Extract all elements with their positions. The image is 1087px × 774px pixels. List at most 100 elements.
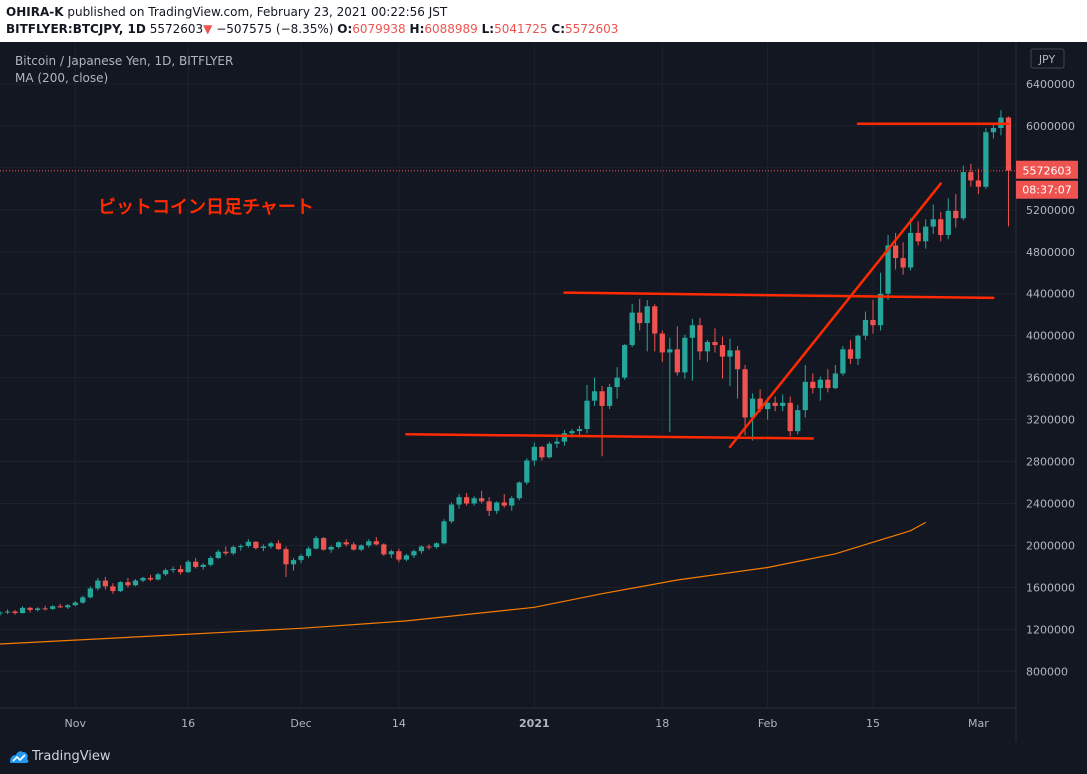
trend-line — [563, 291, 995, 300]
candle-up — [569, 431, 575, 434]
candle-down — [147, 577, 154, 580]
candle-up — [840, 349, 846, 374]
candle-up — [358, 545, 364, 550]
time-tick-label: 15 — [866, 717, 880, 730]
trend-line — [405, 433, 815, 440]
candle-down — [938, 219, 944, 235]
symbol-label: BITFLYER:BTCJPY, 1D — [6, 22, 146, 36]
candle-up — [561, 433, 568, 442]
candle-down — [27, 607, 33, 610]
price-tick-label: 6400000 — [1026, 78, 1075, 91]
candle-up — [388, 551, 394, 555]
candle-down — [223, 551, 229, 554]
candle-up — [170, 569, 176, 571]
down-arrow-icon: ▼ — [203, 22, 213, 36]
candle-down — [479, 498, 485, 502]
candle-up — [328, 547, 334, 550]
currency-label: JPY — [1038, 53, 1056, 66]
candle-up — [132, 580, 139, 586]
low-value: 5041725 — [494, 22, 548, 36]
currency-badge[interactable] — [1030, 48, 1065, 69]
candle-down — [1005, 117, 1012, 171]
candle-up — [930, 219, 936, 227]
price-tick-label: 1600000 — [1026, 581, 1075, 594]
candle-up — [727, 350, 733, 357]
footer-brand[interactable]: TradingView — [32, 749, 111, 764]
trendline-drawings[interactable] — [405, 122, 1010, 449]
candle-down — [351, 544, 357, 550]
high-value: 6088989 — [424, 22, 478, 36]
price-axis[interactable]: 800000 1200000 1600000 2000000 2400000 280000… — [1026, 78, 1075, 678]
legend-indicator[interactable]: MA (200, close) — [15, 71, 108, 85]
candle-up — [960, 172, 966, 219]
publisher-name: OHIRA-K — [6, 5, 64, 19]
candle-up — [584, 400, 590, 430]
price-tick-label: 4400000 — [1026, 288, 1075, 301]
candle-up — [80, 597, 86, 603]
candle-up — [682, 337, 688, 373]
candle-up — [305, 548, 312, 556]
candle-up — [990, 128, 997, 133]
candle-down — [42, 608, 48, 610]
candle-down — [125, 582, 131, 586]
candle-timer: 08:37:07 — [1022, 184, 1071, 197]
price-tick-label: 2000000 — [1026, 539, 1075, 552]
published-text: published on TradingView.com, February 2… — [67, 5, 448, 19]
price-tick-label: 2400000 — [1026, 497, 1075, 510]
time-axis[interactable]: Nov 16 Dec 14 2021 18 Feb 15 Mar — [65, 717, 990, 730]
legend-title: Bitcoin / Japanese Yen, 1D, BITFLYER — [15, 54, 233, 68]
price-chart[interactable]: 800000 1200000 1600000 2000000 2400000 280000… — [0, 42, 1087, 742]
candle-down — [719, 345, 726, 357]
tradingview-logo-icon[interactable] — [8, 748, 30, 766]
candle-up — [576, 429, 583, 432]
candle-down — [396, 551, 402, 560]
candle-down — [900, 258, 906, 268]
candle-down — [343, 542, 349, 545]
candle-up — [4, 611, 11, 613]
time-tick-label: 2021 — [519, 717, 550, 730]
candle-down — [381, 544, 387, 555]
candles-layer — [0, 110, 1012, 616]
candle-down — [463, 497, 470, 504]
close-value: 5572603 — [565, 22, 619, 36]
change-label: −507575 (−8.35%) — [216, 22, 334, 36]
candle-down — [320, 538, 327, 550]
candle-up — [411, 551, 417, 556]
candle-up — [50, 606, 56, 609]
candle-up — [765, 402, 771, 410]
candle-up — [704, 341, 711, 352]
ohlc-line: BITFLYER:BTCJPY, 1D 5572603 ▼ −507575 (−8… — [6, 22, 618, 36]
candle-down — [787, 402, 793, 432]
candle-down — [652, 306, 658, 334]
candle-up — [185, 561, 191, 573]
candle-down — [734, 350, 741, 370]
candle-down — [193, 561, 199, 567]
candle-down — [975, 180, 982, 187]
candle-down — [968, 172, 974, 181]
candle-down — [659, 333, 665, 353]
candle-down — [742, 369, 748, 418]
candle-up — [298, 555, 304, 561]
price-tick-label: 800000 — [1026, 665, 1068, 678]
price-tick-label: 3200000 — [1026, 414, 1075, 427]
candle-up — [614, 377, 620, 388]
candle-up — [0, 612, 3, 614]
candle-down — [772, 402, 778, 406]
candle-up — [516, 482, 522, 499]
candle-up — [95, 580, 101, 589]
footer: TradingView — [0, 742, 1087, 774]
candle-up — [862, 319, 869, 336]
annotation-text: ビットコイン日足チャート — [98, 197, 314, 218]
candle-up — [885, 245, 891, 294]
candle-up — [456, 497, 462, 505]
candle-up — [238, 545, 244, 548]
candle-up — [245, 541, 251, 546]
price-tick-label: 5200000 — [1026, 204, 1075, 217]
candle-up — [832, 373, 839, 389]
last-price-value: 5572603 — [1023, 165, 1072, 178]
time-tick-label: Nov — [65, 717, 87, 730]
candle-up — [509, 498, 515, 506]
candle-up — [983, 132, 989, 187]
candle-down — [847, 349, 854, 359]
low-key: L: — [481, 22, 495, 36]
